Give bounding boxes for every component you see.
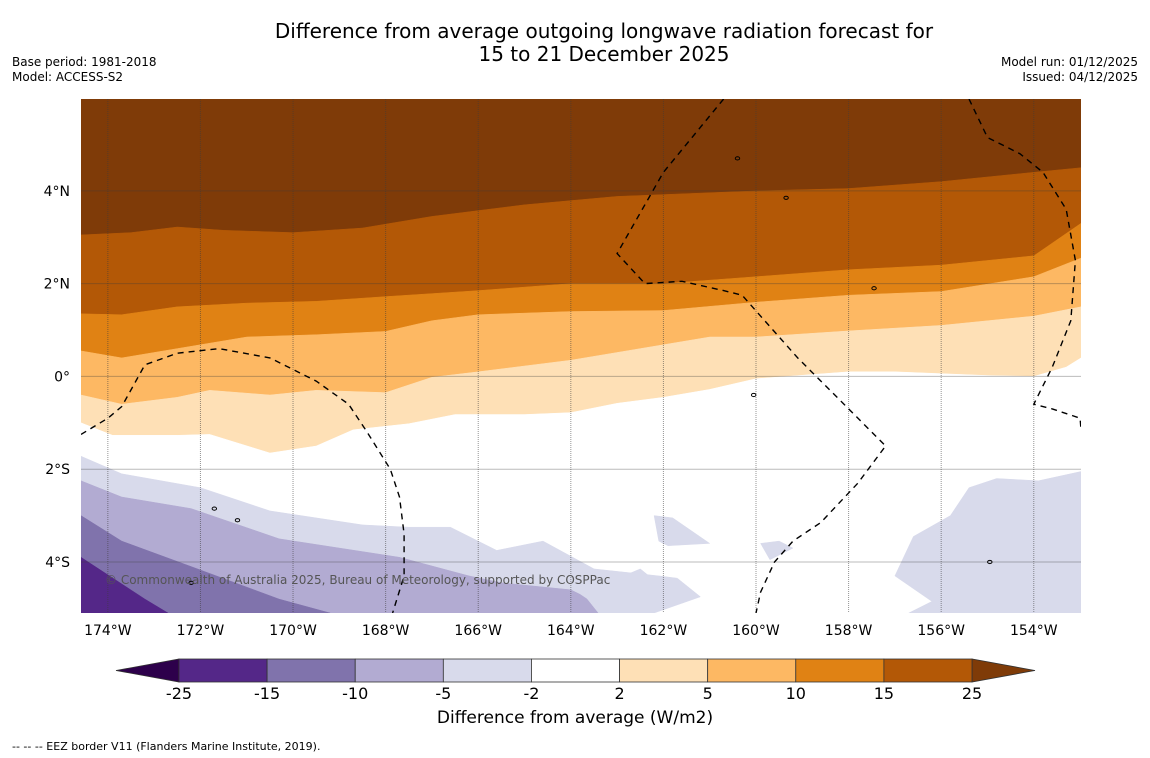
colorbar-tick-label: 2	[614, 684, 624, 703]
colorbar-segment	[531, 658, 620, 683]
colorbar-tick-label: -2	[523, 684, 539, 703]
colorbar-segment	[707, 658, 797, 683]
colorbar: -25 -15 -10 -5 -2 2 5 10 15 25	[115, 658, 1036, 703]
colorbar-tick-label: -15	[254, 684, 280, 703]
band-neg25-neg15	[81, 557, 169, 613]
eez-border-west	[81, 347, 405, 613]
colorbar-tick-label: -25	[166, 684, 192, 703]
x-tick-label: 156°W	[917, 623, 965, 639]
colorbar-under-arrow	[115, 658, 180, 683]
base-period: Base period: 1981-2018	[12, 55, 157, 69]
x-tick-label: 166°W	[454, 623, 502, 639]
colorbar-tick-label: -10	[342, 684, 368, 703]
patch-neg5-neg2-159W	[760, 540, 794, 561]
island-teraina	[783, 195, 789, 200]
island-tabuaeran	[871, 286, 877, 291]
colorbar-tick-label: 5	[703, 684, 713, 703]
meta-right: Model run: 01/12/2025 Issued: 04/12/2025	[1001, 55, 1138, 85]
colorbar-tick-label: 25	[962, 684, 982, 703]
gridlines	[81, 99, 1081, 613]
title-line-1: Difference from average outgoing longwav…	[274, 19, 934, 43]
band-neg15-neg10	[81, 515, 331, 613]
colorbar-tick-label: 10	[786, 684, 806, 703]
x-tick-label: 154°W	[1010, 623, 1058, 639]
colorbar-segment	[266, 658, 356, 683]
y-tick-label: 4°S	[45, 555, 70, 571]
copyright-notice: © Commonwealth of Australia 2025, Bureau…	[105, 573, 610, 587]
y-tick-label: 2°N	[44, 277, 70, 293]
eez-borders	[81, 99, 1081, 613]
island-small-172W	[188, 580, 194, 585]
x-tick-label: 168°W	[362, 623, 410, 639]
colorbar-label: Difference from average (W/m2)	[436, 708, 714, 728]
colorbar-segment	[354, 658, 444, 683]
plot-area: © Commonwealth of Australia 2025, Bureau…	[81, 99, 1081, 613]
colorbar-segment	[795, 658, 885, 683]
x-tick-label: 174°W	[84, 623, 132, 639]
chart-title: Difference from average outgoing longwav…	[0, 20, 1150, 66]
islands	[188, 156, 993, 585]
island-small-171W	[211, 506, 218, 511]
colorbar-over-arrow	[971, 658, 1036, 683]
island-small-171W-b	[234, 518, 241, 523]
colorbar-segment	[883, 658, 973, 683]
colorbar-segment	[619, 658, 709, 683]
y-axis-ticks: 4°N 2°N 0° 2°S 4°S	[44, 184, 71, 571]
issued-date: Issued: 04/12/2025	[1022, 70, 1138, 84]
footer-eez-note: -- -- -- EEZ border V11 (Flanders Marine…	[12, 740, 321, 753]
x-tick-label: 172°W	[177, 623, 225, 639]
eez-border-central	[616, 99, 887, 613]
y-tick-label: 0°	[54, 369, 70, 385]
contour-bands	[81, 167, 1081, 613]
patch-neg5-neg2-162W	[653, 515, 711, 546]
colorbar-tick-label: 15	[874, 684, 894, 703]
x-tick-label: 158°W	[825, 623, 873, 639]
title-line-2: 15 to 21 December 2025	[478, 42, 730, 66]
island-small-160W	[750, 392, 757, 398]
colorbar-segment	[178, 658, 268, 683]
patch-neg5-neg2-copyright	[579, 568, 664, 613]
colorbar-tick-label: -5	[435, 684, 451, 703]
x-tick-label: 160°W	[732, 623, 780, 639]
x-axis-ticks: 174°W 172°W 170°W 168°W 166°W 164°W 162°W 160°W…	[84, 623, 1058, 639]
y-tick-label: 2°S	[45, 462, 70, 478]
x-tick-label: 170°W	[269, 623, 317, 639]
island-small-155W	[987, 559, 993, 565]
meta-left: Base period: 1981-2018 Model: ACCESS-S2	[12, 55, 157, 85]
model-run: Model run: 01/12/2025	[1000, 55, 1138, 69]
model-name: Model: ACCESS-S2	[12, 70, 124, 84]
x-tick-label: 162°W	[640, 623, 688, 639]
island-small-160W-north	[734, 156, 741, 161]
colorbar-segment	[442, 658, 532, 683]
eez-border-east	[968, 99, 1081, 430]
x-tick-label: 164°W	[547, 623, 595, 639]
y-tick-label: 4°N	[44, 184, 70, 200]
